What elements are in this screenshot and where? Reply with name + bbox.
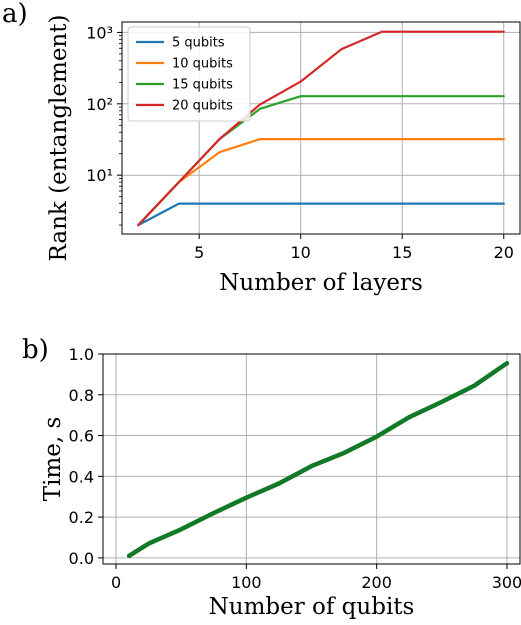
panel-a-x-tick-label: 20 [494,243,514,262]
panel-b-x-axis-title: Number of qubits [209,594,415,620]
panel-b-grid [103,354,520,564]
panel-b-y-tick-label: 1.0 [69,345,94,364]
panel-b-x-tick-label: 100 [231,573,262,592]
panel-b-x-tick-label: 200 [361,573,392,592]
panel-a-y-tick-label: 10² [86,95,113,114]
panel-a-y-axis-title: Rank (entanglement) [46,15,72,262]
panel-b-letter: b) [22,335,49,365]
panel-b-time: 0 100 200 300 0.0 0.2 0.4 0.6 0.8 1.0 b) Number o… [22,335,521,620]
legend-label-20-qubits: 20 qubits [172,99,233,114]
panel-a-x-tick-label: 10 [291,243,311,262]
panel-b-y-tick-label: 0.8 [69,386,94,405]
panel-a-entanglement-rank: 5 10 15 20 10¹ 10² 10³ 5 qubits 10 qubits 15 qub… [2,0,520,296]
panel-b-y-tick-label: 0.0 [69,549,94,568]
panel-b-y-axis-title: Time, s [40,417,66,502]
panel-a-legend: 5 qubits 10 qubits 15 qubits 20 qubits [128,27,250,121]
panel-a-letter: a) [2,0,28,29]
legend-label-15-qubits: 15 qubits [172,78,233,93]
panel-a-y-tick-label: 10¹ [86,166,113,185]
panel-b-ticks: 0 100 200 300 0.0 0.2 0.4 0.6 0.8 1.0 [69,345,521,592]
panel-a-y-tick-label: 10³ [86,23,113,42]
panel-b-x-tick-label: 0 [111,573,121,592]
series-line-10-qubits [138,139,504,225]
time-series-line [129,363,507,556]
panel-b-y-tick-label: 0.2 [69,508,94,527]
panel-a-x-axis-title: Number of layers [219,270,423,296]
panel-b-y-tick-label: 0.6 [69,427,94,446]
panel-a-x-tick-label: 5 [194,243,204,262]
series-line-5-qubits [138,204,504,226]
panel-b-y-tick-label: 0.4 [69,467,94,486]
legend-label-10-qubits: 10 qubits [172,57,233,72]
legend-label-5-qubits: 5 qubits [172,36,225,51]
panel-a-x-tick-label: 15 [392,243,412,262]
panel-b-x-tick-label: 300 [492,573,521,592]
panel-b-series-lines [129,363,507,556]
panel-b-axes-frame [103,354,520,564]
